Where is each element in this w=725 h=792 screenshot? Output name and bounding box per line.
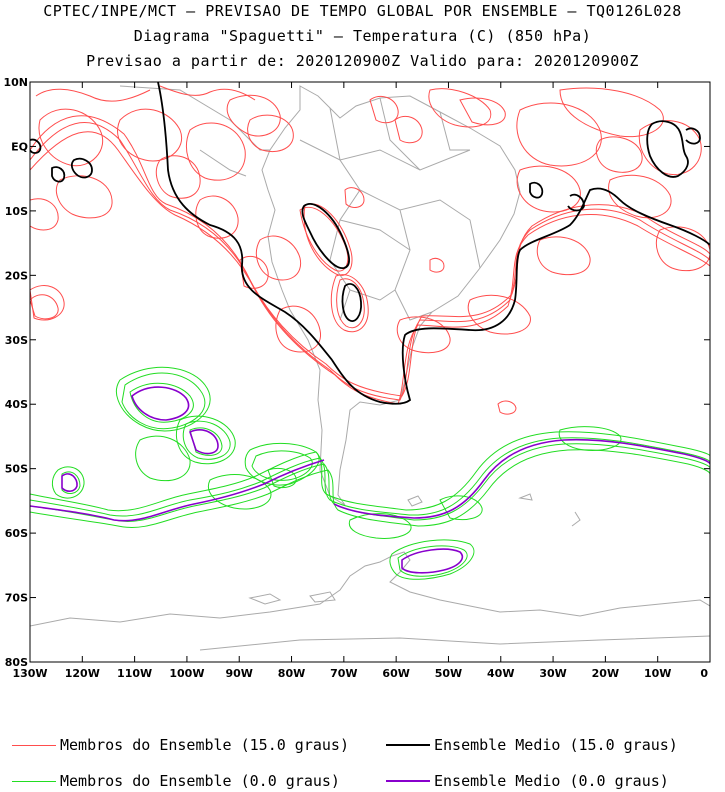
title-line-1: CPTEC/INPE/MCT — PREVISAO DE TEMPO GLOBA… (43, 2, 682, 20)
lon-tick-label: 70W (330, 667, 357, 680)
legend-swatch-green (12, 780, 56, 782)
legend-members-15c: Membros do Ensemble (15.0 graus) (12, 736, 349, 754)
lon-tick-label: 60W (382, 667, 409, 680)
legend-mean-15c: Ensemble Medio (15.0 graus) (386, 736, 678, 754)
legend-mean-0c: Ensemble Medio (0.0 graus) (386, 772, 669, 790)
lon-tick-label: 10W (644, 667, 671, 680)
lat-tick-label: 50S (5, 463, 28, 476)
lon-tick-label: 100W (169, 667, 204, 680)
legend-swatch-black (386, 744, 430, 746)
legend-label-members-0c: Membros do Ensemble (0.0 graus) (60, 772, 340, 790)
lat-tick-label: 20S (5, 269, 28, 282)
legend-label-mean-15c: Ensemble Medio (15.0 graus) (434, 736, 678, 754)
lon-tick-label: 130W (12, 667, 47, 680)
longitude-ticks: 130W 120W 110W 100W 90W 80W 70W 60W 50W 40W 30W 20W… (12, 82, 711, 680)
lat-tick-label: 80S (5, 656, 28, 669)
lat-tick-label: 40S (5, 398, 28, 411)
legend-members-0c: Membros do Ensemble (0.0 graus) (12, 772, 340, 790)
latitude-ticks: 10N EQ 10S 20S 30S 40S 50S 60S 70S 80S (3, 76, 710, 669)
lon-tick-label: 20W (592, 667, 619, 680)
lon-tick-label: 50W (435, 667, 462, 680)
legend-label-mean-0c: Ensemble Medio (0.0 graus) (434, 772, 669, 790)
lat-tick-label: 30S (5, 334, 28, 347)
ensemble-members-0c (30, 366, 710, 580)
ensemble-mean-15c (30, 82, 710, 405)
ensemble-mean-0c (30, 386, 710, 574)
title-line-2: Diagrama "Spaguetti" — Temperatura (C) (… (133, 27, 592, 45)
map-frame (29, 81, 711, 663)
lat-tick-label: 70S (5, 592, 28, 605)
lon-tick-label: 80W (278, 667, 305, 680)
lat-tick-label: 10S (5, 205, 28, 218)
title-line-3: Previsao a partir de: 2020120900Z Valido… (86, 52, 639, 70)
lat-tick-label: 60S (5, 527, 28, 540)
lon-tick-label: 90W (226, 667, 253, 680)
lon-tick-label: 110W (117, 667, 152, 680)
ensemble-members-15c (30, 85, 710, 415)
legend-label-members-15c: Membros do Ensemble (15.0 graus) (60, 736, 349, 754)
lon-tick-label: 30W (539, 667, 566, 680)
coastlines (30, 85, 710, 651)
lat-tick-label: 10N (3, 76, 28, 89)
legend-swatch-purple (386, 780, 430, 782)
lon-tick-label: 120W (65, 667, 100, 680)
legend-swatch-red (12, 744, 56, 746)
lat-tick-label: EQ (11, 140, 28, 153)
lon-tick-label: 40W (487, 667, 514, 680)
spaghetti-map: 10N EQ 10S 20S 30S 40S 50S 60S 70S 80S 130W 120W 11… (3, 76, 711, 680)
lon-tick-label: 0 (700, 667, 708, 680)
